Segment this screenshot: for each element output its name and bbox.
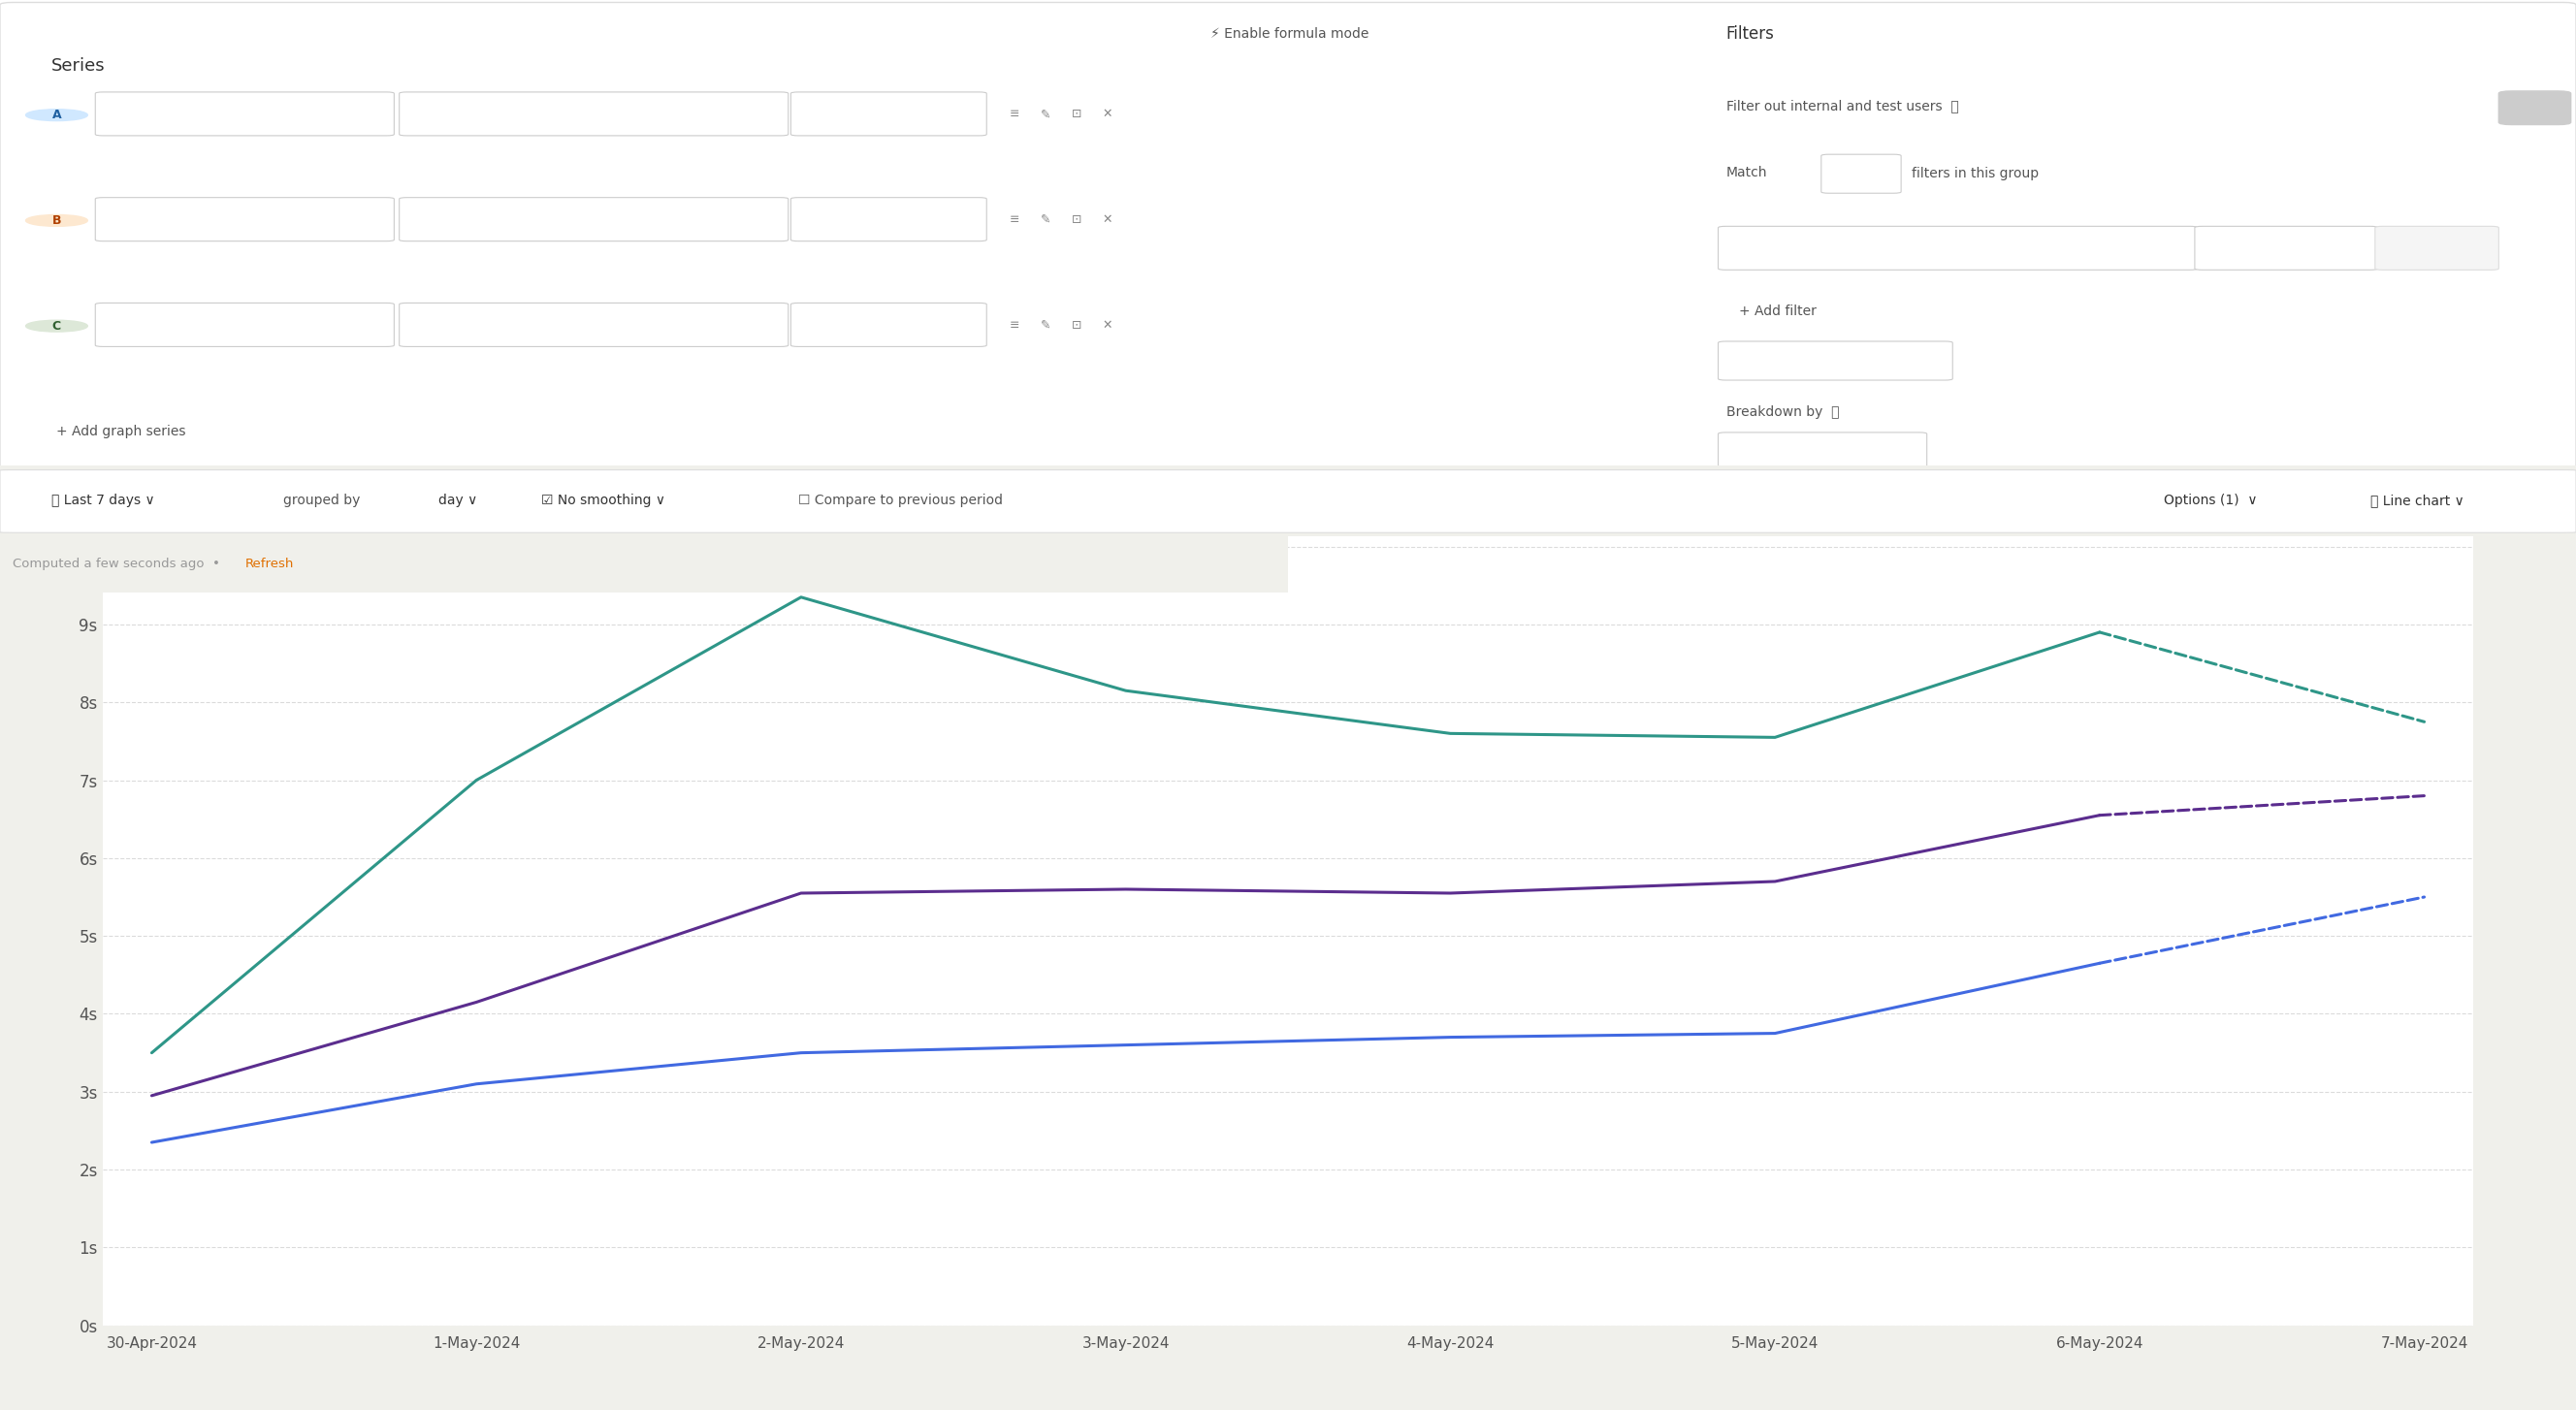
Text: embedding  ✕: embedding ✕ bbox=[2391, 241, 2478, 254]
Text: ≠ doesn't contain ∨: ≠ doesn't contain ∨ bbox=[2210, 241, 2331, 254]
Text: langfuse_latency: langfuse_latency bbox=[811, 107, 914, 120]
FancyBboxPatch shape bbox=[399, 303, 788, 347]
FancyBboxPatch shape bbox=[791, 92, 987, 135]
Text: Refresh: Refresh bbox=[245, 558, 294, 570]
Text: Series: Series bbox=[52, 58, 106, 75]
Text: + Add graph series: + Add graph series bbox=[57, 424, 185, 439]
Text: ✎: ✎ bbox=[1041, 319, 1051, 331]
Text: all ∨: all ∨ bbox=[1834, 168, 1862, 180]
Text: langfuse generation: langfuse generation bbox=[121, 213, 242, 226]
Text: ≡: ≡ bbox=[1010, 213, 1020, 226]
Circle shape bbox=[26, 110, 88, 121]
FancyBboxPatch shape bbox=[1718, 433, 1927, 471]
Text: langfuse_generation_name: langfuse_generation_name bbox=[1739, 241, 1904, 254]
Text: Property value 95th percentile: Property value 95th percentile bbox=[420, 213, 605, 226]
Text: Filters: Filters bbox=[1726, 25, 1775, 42]
Text: filters in this group: filters in this group bbox=[1911, 168, 2038, 180]
FancyBboxPatch shape bbox=[791, 197, 987, 241]
FancyBboxPatch shape bbox=[95, 197, 394, 241]
Text: B: B bbox=[52, 214, 62, 227]
Text: Options (1)  ∨: Options (1) ∨ bbox=[2164, 494, 2257, 508]
Text: ∨: ∨ bbox=[374, 107, 381, 120]
Text: 📈 Line chart ∨: 📈 Line chart ∨ bbox=[2370, 494, 2463, 508]
FancyBboxPatch shape bbox=[2375, 226, 2499, 269]
Text: ⊡: ⊡ bbox=[1072, 213, 1082, 226]
FancyBboxPatch shape bbox=[95, 303, 394, 347]
Text: ✕: ✕ bbox=[1103, 107, 1113, 120]
Text: ∨: ∨ bbox=[762, 107, 770, 120]
FancyBboxPatch shape bbox=[1718, 226, 2197, 269]
Text: ∨: ∨ bbox=[958, 319, 966, 331]
Text: day ∨: day ∨ bbox=[438, 494, 477, 508]
Text: ✎: ✎ bbox=[1041, 107, 1051, 120]
Text: ☐ Compare to previous period: ☐ Compare to previous period bbox=[799, 494, 1002, 508]
Text: Property value 99th percentile: Property value 99th percentile bbox=[420, 319, 605, 331]
Text: ✕: ✕ bbox=[1103, 319, 1113, 331]
FancyBboxPatch shape bbox=[1718, 341, 1953, 381]
Text: langfuse generation: langfuse generation bbox=[121, 107, 242, 120]
FancyBboxPatch shape bbox=[791, 303, 987, 347]
FancyBboxPatch shape bbox=[95, 92, 394, 135]
Text: ∨: ∨ bbox=[374, 319, 381, 331]
Text: ≡: ≡ bbox=[1010, 107, 1020, 120]
Text: A: A bbox=[52, 109, 62, 121]
Text: ∨: ∨ bbox=[958, 107, 966, 120]
FancyBboxPatch shape bbox=[399, 92, 788, 135]
Text: ☑ No smoothing ∨: ☑ No smoothing ∨ bbox=[541, 494, 665, 508]
FancyBboxPatch shape bbox=[1821, 154, 1901, 193]
Text: Property value 90th percentile: Property value 90th percentile bbox=[420, 107, 605, 120]
Text: grouped by: grouped by bbox=[283, 494, 361, 508]
Text: Breakdown by  ⓘ: Breakdown by ⓘ bbox=[1726, 406, 1839, 419]
Text: langfuse_latency: langfuse_latency bbox=[811, 319, 914, 331]
Circle shape bbox=[26, 320, 88, 331]
Text: 📅 Last 7 days ∨: 📅 Last 7 days ∨ bbox=[52, 494, 155, 508]
Text: ⊡: ⊡ bbox=[1072, 107, 1082, 120]
Text: langfuse generation: langfuse generation bbox=[121, 319, 242, 331]
Text: ⊡: ⊡ bbox=[1072, 319, 1082, 331]
Text: ⚡ Enable formula mode: ⚡ Enable formula mode bbox=[1211, 27, 1370, 41]
Text: langfuse_latency: langfuse_latency bbox=[811, 213, 914, 226]
Text: ∨: ∨ bbox=[762, 213, 770, 226]
FancyBboxPatch shape bbox=[0, 3, 2576, 477]
Text: C: C bbox=[52, 320, 62, 333]
Text: Filter out internal and test users  ⓘ: Filter out internal and test users ⓘ bbox=[1726, 99, 1958, 113]
FancyBboxPatch shape bbox=[0, 470, 2576, 533]
FancyBboxPatch shape bbox=[2195, 226, 2378, 269]
Text: ✕: ✕ bbox=[1103, 213, 1113, 226]
Text: Match: Match bbox=[1726, 166, 1767, 179]
FancyBboxPatch shape bbox=[2499, 92, 2571, 124]
FancyBboxPatch shape bbox=[399, 197, 788, 241]
Text: ✎: ✎ bbox=[1041, 213, 1051, 226]
Text: ∨: ∨ bbox=[374, 213, 381, 226]
Text: + Add filter group: + Add filter group bbox=[1739, 354, 1860, 368]
Text: + Add breakdown: + Add breakdown bbox=[1739, 446, 1860, 458]
Text: ∨: ∨ bbox=[958, 213, 966, 226]
Circle shape bbox=[26, 214, 88, 226]
Text: ∨: ∨ bbox=[762, 319, 770, 331]
Text: + Add filter: + Add filter bbox=[1739, 305, 1816, 319]
Text: ≡: ≡ bbox=[1010, 319, 1020, 331]
Text: Computed a few seconds ago  •: Computed a few seconds ago • bbox=[13, 558, 229, 570]
